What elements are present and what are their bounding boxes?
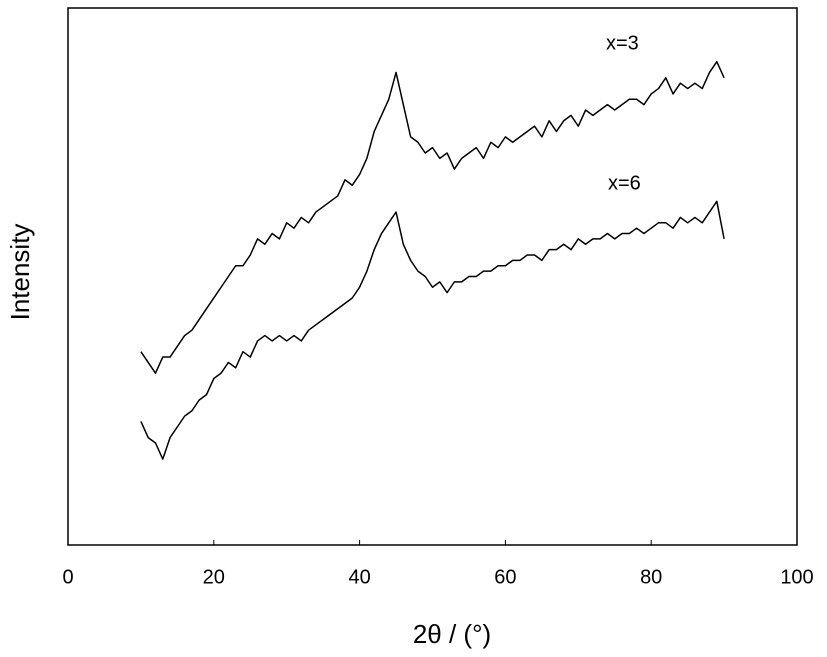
plot-frame — [67, 7, 798, 546]
x-axis-label: 2θ / (°) — [413, 619, 491, 649]
y-axis-label: Intensity — [5, 224, 35, 321]
x-tick-label: 80 — [640, 566, 662, 588]
annotation: x=3 — [606, 32, 639, 54]
x-tick-label: 100 — [780, 566, 813, 588]
x-tick-label: 40 — [348, 566, 370, 588]
annotation: x=6 — [608, 172, 641, 194]
data-line — [140, 60, 725, 374]
x-tick-label: 60 — [494, 566, 516, 588]
x-tick-label: 0 — [62, 566, 73, 588]
x-tick-label: 20 — [203, 566, 225, 588]
data-line — [140, 200, 725, 460]
